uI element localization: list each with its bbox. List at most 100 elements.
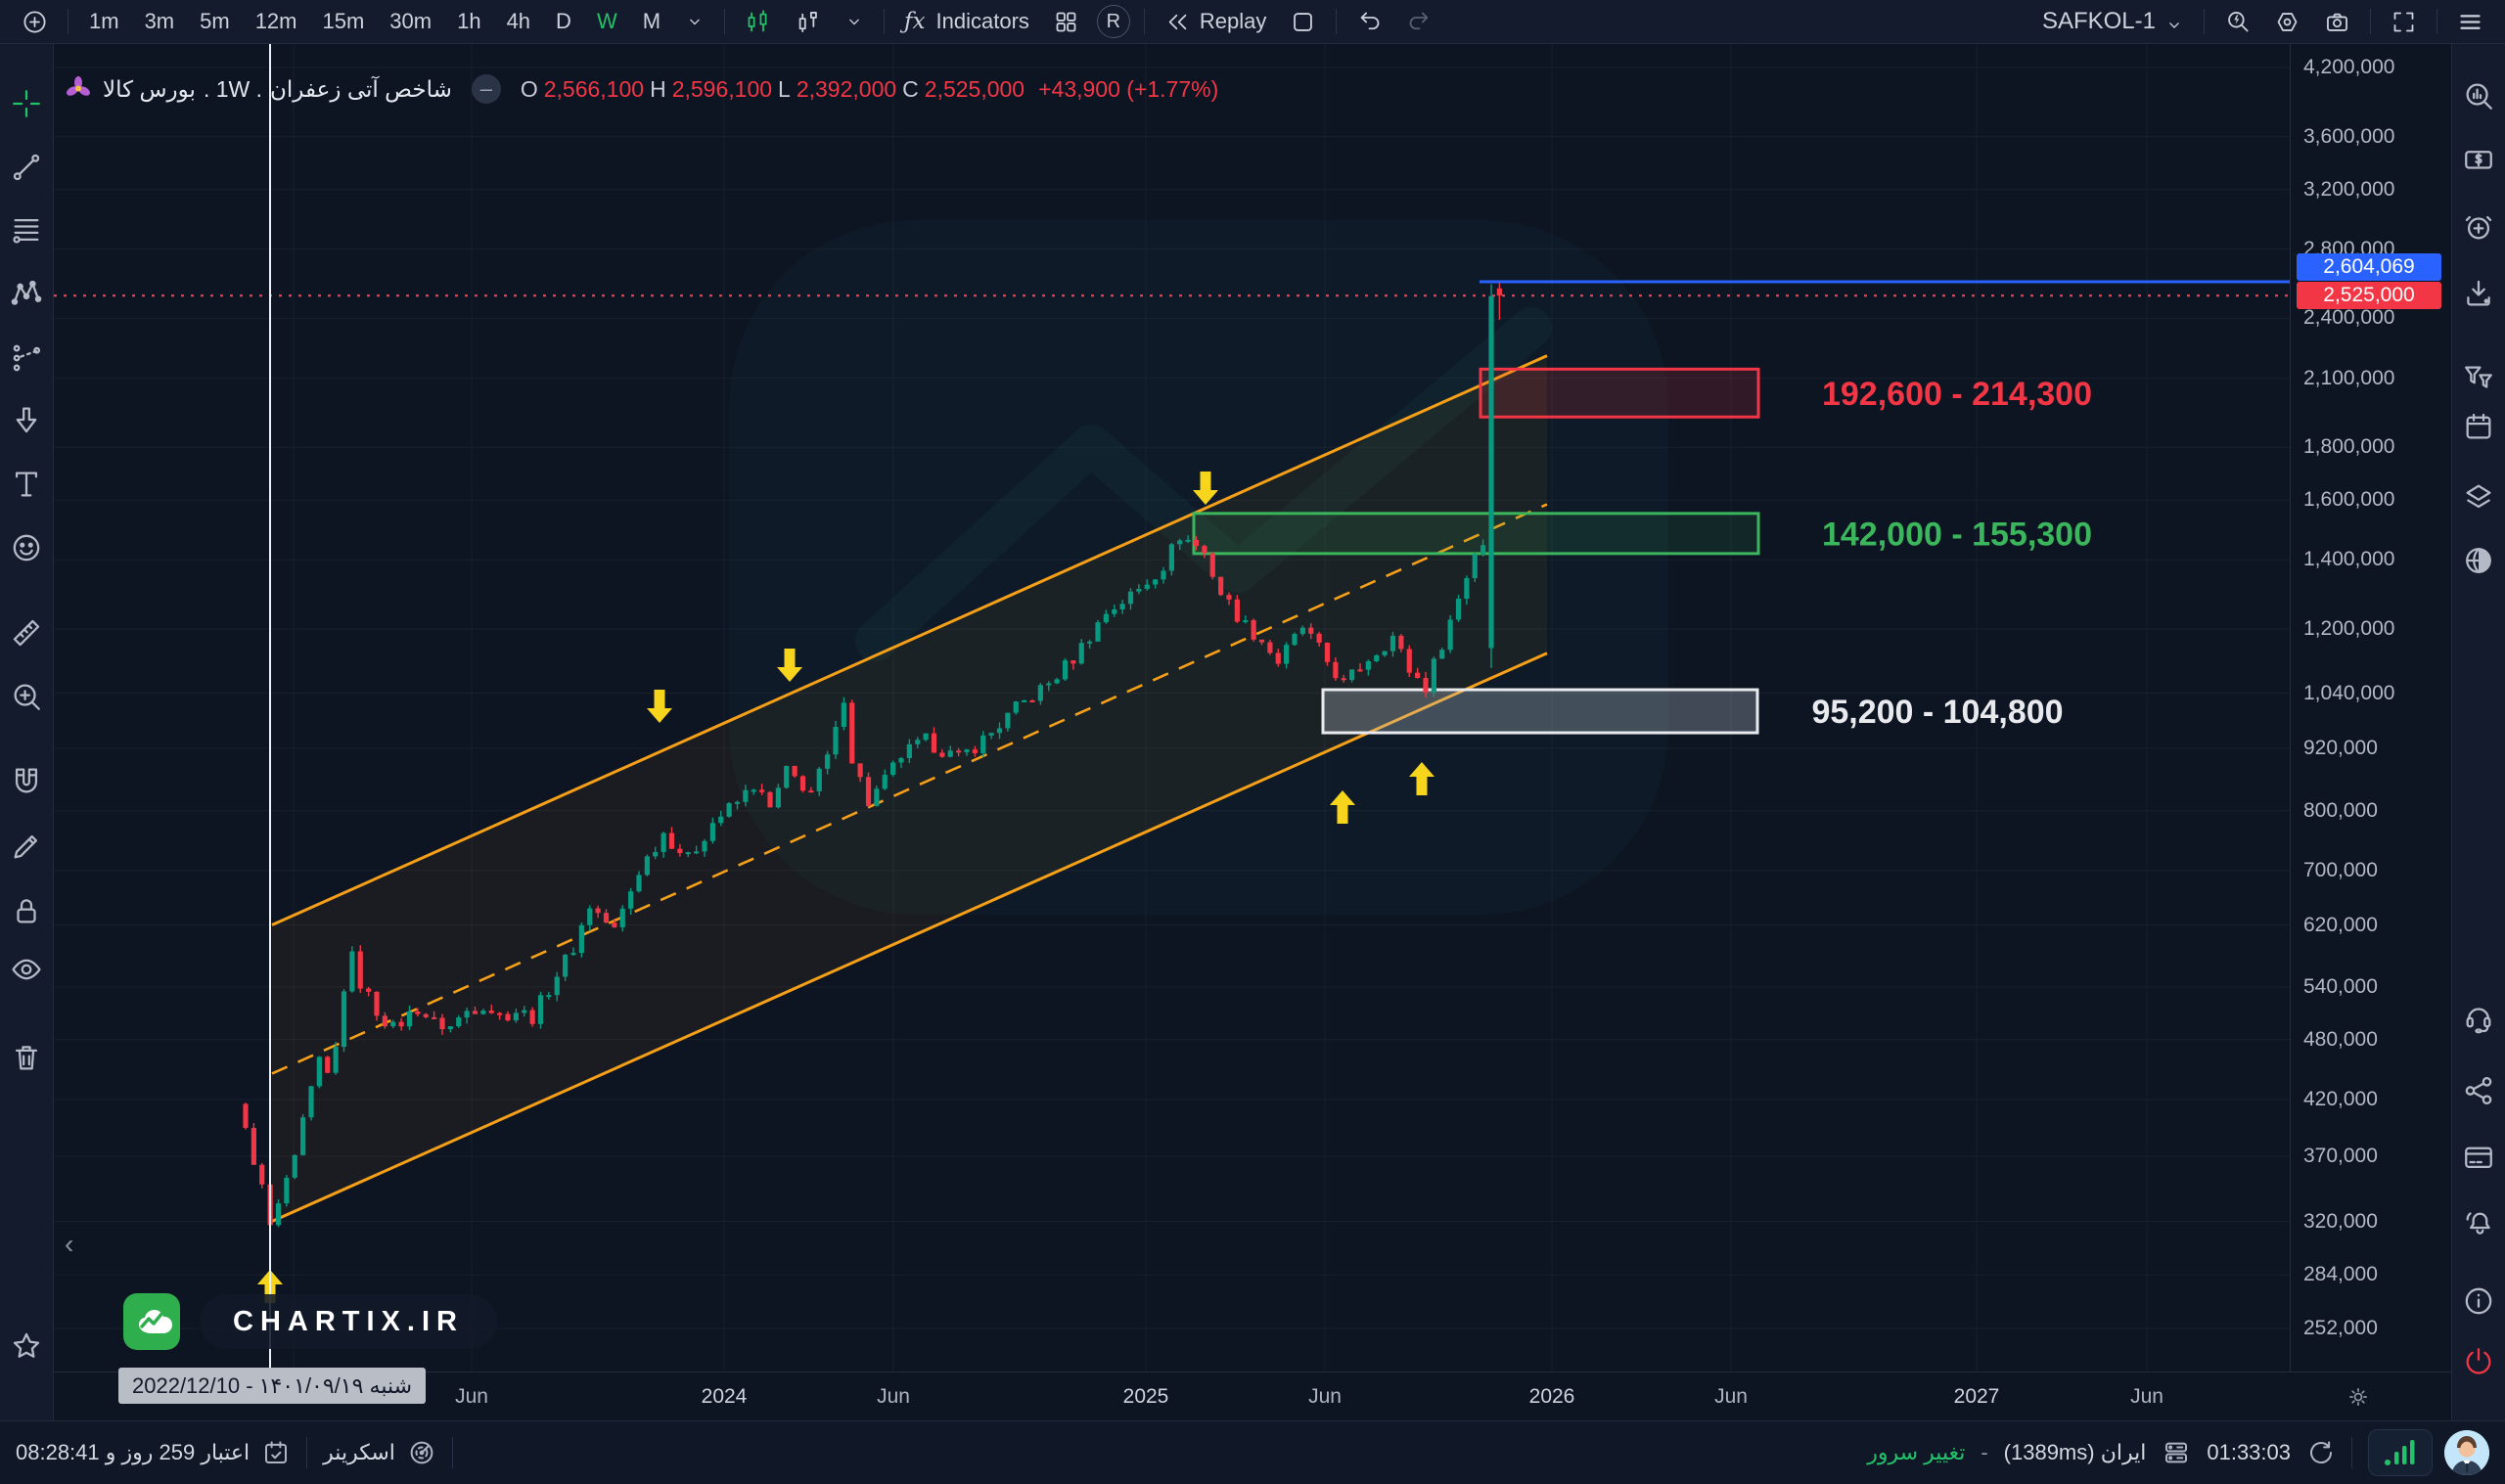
down-arrow-marker-1 [647, 690, 672, 723]
lock-tool[interactable] [10, 894, 43, 927]
xabcd-pattern-tool[interactable] [10, 277, 43, 310]
timeframe-3m[interactable]: 3m [144, 9, 175, 33]
candle-style-button[interactable] [733, 3, 783, 40]
candle [1382, 651, 1388, 655]
timeframe-D[interactable]: D [556, 9, 571, 33]
user-avatar[interactable] [2444, 1430, 2489, 1475]
info-icon[interactable] [2462, 1284, 2495, 1318]
timeframe-30m[interactable]: 30m [389, 9, 433, 33]
timeframe-M[interactable]: M [642, 9, 661, 33]
power-icon[interactable] [2462, 1345, 2495, 1378]
alert-price-label[interactable]: 2,604,069 [2297, 253, 2441, 282]
bar-style-button[interactable] [783, 3, 833, 40]
card-icon[interactable] [2462, 1141, 2495, 1174]
last-price-label[interactable]: 2,525,000 [2297, 282, 2441, 310]
candle [595, 908, 601, 914]
forecast-tool[interactable] [10, 341, 43, 375]
box-tool-button[interactable] [1278, 3, 1328, 40]
timeframe-1h[interactable]: 1h [457, 9, 481, 33]
symbol-title[interactable]: شاخص آتی زعفران . 1W . بورس کالا [103, 76, 452, 103]
timeframe-15m[interactable]: 15m [322, 9, 365, 33]
flash-search-button[interactable] [2212, 3, 2262, 40]
timeframe-W[interactable]: W [596, 9, 617, 33]
candle [333, 1047, 339, 1073]
price-tick-label: 620,000 [2303, 913, 2378, 936]
trend-channel-fill [272, 355, 1547, 1222]
dollar-icon[interactable] [2462, 143, 2495, 176]
add-symbol-button[interactable] [10, 3, 60, 40]
plus-circle-icon [22, 9, 48, 35]
ohlc-values: O 2,566,100 H 2,596,100 L 2,392,000 C 2,525,… [521, 76, 1218, 103]
price-axis[interactable]: 4,200,000 3,600,000 3,200,000 2,800,000 2,40… [2290, 44, 2451, 1372]
time-tick-label: Jun [2130, 1385, 2163, 1408]
globe-icon[interactable] [2462, 544, 2495, 577]
timeframes-dropdown[interactable] [673, 3, 716, 40]
price-tick-label: 480,000 [2303, 1027, 2378, 1051]
eye-tool[interactable] [10, 953, 43, 986]
zoom-in-tool[interactable] [10, 680, 43, 713]
star-tool[interactable] [10, 1329, 43, 1363]
candle [587, 908, 593, 925]
alarm-plus-icon[interactable] [2462, 210, 2495, 244]
timeframe-12m[interactable]: 12m [254, 9, 297, 33]
trend-line-tool[interactable] [10, 151, 43, 184]
price-tick-label: 420,000 [2303, 1087, 2378, 1110]
download-icon[interactable] [2462, 277, 2495, 310]
calendar-icon[interactable] [2462, 410, 2495, 443]
edit-tool[interactable] [10, 830, 43, 863]
bells-icon[interactable] [2462, 1206, 2495, 1239]
main-menu-button[interactable] [2445, 3, 2495, 40]
undo-button[interactable] [1344, 3, 1394, 40]
text-tool[interactable] [10, 468, 43, 501]
candle [546, 995, 552, 998]
candle [1209, 553, 1215, 577]
candle [660, 832, 666, 852]
ruler-tool[interactable] [10, 616, 43, 650]
candle [374, 991, 380, 1016]
time-axis[interactable]: 2023Jun2024Jun2025Jun2026Jun2027Jun [54, 1372, 2451, 1420]
headset-icon[interactable] [2462, 1001, 2495, 1034]
fib-retracement-tool[interactable] [10, 213, 43, 247]
indicators-button[interactable]: ƒx Indicators [892, 3, 1041, 40]
symbol-switcher[interactable]: SAFKOL-1 [2030, 3, 2196, 40]
market-search-icon[interactable] [2462, 79, 2495, 112]
change-server-link[interactable]: تغییر سرور [1867, 1440, 1966, 1464]
share-icon[interactable] [2462, 1074, 2495, 1107]
candle [415, 1011, 421, 1014]
candle [619, 908, 625, 927]
candle [1439, 650, 1445, 659]
emoji-tool[interactable] [10, 531, 43, 564]
axis-settings-gear-icon[interactable] [2346, 1384, 2371, 1410]
redo-button[interactable] [1394, 3, 1444, 40]
arrow-marker-tool[interactable] [10, 403, 43, 436]
zone-label-1: 142,000 - 155,300 [1822, 516, 2092, 553]
timeframe-1m[interactable]: 1m [89, 9, 119, 33]
candle [1202, 546, 1207, 554]
layout-grid-button[interactable] [1041, 3, 1091, 40]
magnet-tool[interactable] [10, 764, 43, 797]
chart-pane[interactable]: 192,600 - 214,300 142,000 - 155,300 95,200… [54, 44, 2290, 1372]
timeframe-5m[interactable]: 5m [200, 9, 230, 33]
crosshair-tool[interactable] [10, 87, 43, 120]
trash-tool[interactable] [10, 1041, 43, 1074]
screener-button[interactable]: اسکرینر [307, 1438, 452, 1467]
right-sidebar [2451, 44, 2505, 1420]
candle [570, 953, 576, 956]
refresh-icon[interactable] [2306, 1438, 2336, 1467]
r-badge-button[interactable]: R [1096, 5, 1130, 38]
candle [972, 749, 978, 753]
down-arrow-marker-2 [777, 649, 802, 682]
fullscreen-button[interactable] [2379, 3, 2429, 40]
connection-signal-button[interactable] [2368, 1429, 2433, 1476]
timeframe-4h[interactable]: 4h [506, 9, 531, 33]
collapse-toolbar-arrow[interactable]: ‹ [65, 1229, 74, 1259]
style-dropdown[interactable] [833, 3, 876, 40]
replay-button[interactable]: Replay [1153, 3, 1278, 40]
status-bar: اعتبار 259 روز و 08:28:41 اسکرینر تغییر … [0, 1420, 2505, 1484]
hide-legend-button[interactable]: – [471, 74, 501, 104]
snapshot-button[interactable] [2312, 3, 2362, 40]
data-feed-button[interactable] [2262, 3, 2312, 40]
filter-icon[interactable] [2462, 362, 2495, 395]
layers-icon[interactable] [2462, 480, 2495, 514]
price-zone-2 [1321, 688, 1759, 735]
